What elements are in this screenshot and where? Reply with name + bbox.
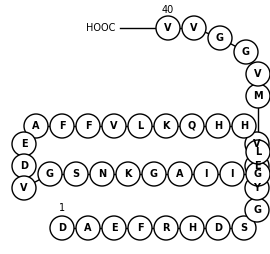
Circle shape [180,114,204,138]
Circle shape [245,154,269,178]
Circle shape [232,216,256,240]
Text: I: I [230,169,234,179]
Circle shape [24,114,48,138]
Circle shape [208,26,232,50]
Text: A: A [32,121,40,131]
Circle shape [12,132,36,156]
Circle shape [220,162,244,186]
Text: 40: 40 [162,5,174,15]
Circle shape [76,114,100,138]
Text: V: V [164,23,172,33]
Circle shape [12,154,36,178]
Text: F: F [85,121,91,131]
Circle shape [180,216,204,240]
Text: A: A [84,223,92,233]
Text: Q: Q [188,121,196,131]
Text: F: F [59,121,65,131]
Circle shape [194,162,218,186]
Text: V: V [254,69,262,79]
Circle shape [246,84,270,108]
Circle shape [128,216,152,240]
Circle shape [142,162,166,186]
Circle shape [206,216,230,240]
Circle shape [38,162,62,186]
Circle shape [245,176,269,200]
Circle shape [50,216,74,240]
Text: G: G [46,169,54,179]
Circle shape [245,132,269,156]
Text: I: I [204,169,208,179]
Text: 1: 1 [59,203,65,213]
Circle shape [246,140,270,164]
Text: V: V [190,23,198,33]
Text: G: G [254,169,262,179]
Text: L: L [137,121,143,131]
Circle shape [128,114,152,138]
Text: V: V [110,121,118,131]
Text: K: K [124,169,132,179]
Circle shape [245,198,269,222]
Circle shape [12,176,36,200]
Circle shape [116,162,140,186]
Text: A: A [176,169,184,179]
Text: G: G [150,169,158,179]
Circle shape [234,40,258,64]
Circle shape [50,114,74,138]
Circle shape [154,114,178,138]
Text: H: H [240,121,248,131]
Text: F: F [137,223,143,233]
Circle shape [64,162,88,186]
Circle shape [246,162,270,186]
Text: N: N [98,169,106,179]
Circle shape [76,216,100,240]
Circle shape [232,114,256,138]
Circle shape [182,16,206,40]
Text: V: V [20,183,28,193]
Text: E: E [111,223,117,233]
Text: H: H [214,121,222,131]
Text: V: V [253,139,261,149]
Text: M: M [253,91,263,101]
Circle shape [246,62,270,86]
Text: S: S [241,223,248,233]
Text: D: D [58,223,66,233]
Text: E: E [21,139,27,149]
Text: E: E [254,161,260,171]
Circle shape [102,114,126,138]
Circle shape [206,114,230,138]
Text: K: K [162,121,170,131]
Text: R: R [162,223,170,233]
Circle shape [156,16,180,40]
Circle shape [90,162,114,186]
Text: S: S [72,169,80,179]
Text: D: D [214,223,222,233]
Circle shape [168,162,192,186]
Text: G: G [242,47,250,57]
Text: H: H [188,223,196,233]
Circle shape [154,216,178,240]
Text: L: L [255,147,261,157]
Text: G: G [216,33,224,43]
Circle shape [102,216,126,240]
Text: HOOC: HOOC [86,23,115,33]
Text: Y: Y [254,183,261,193]
Text: G: G [253,205,261,215]
Text: D: D [20,161,28,171]
